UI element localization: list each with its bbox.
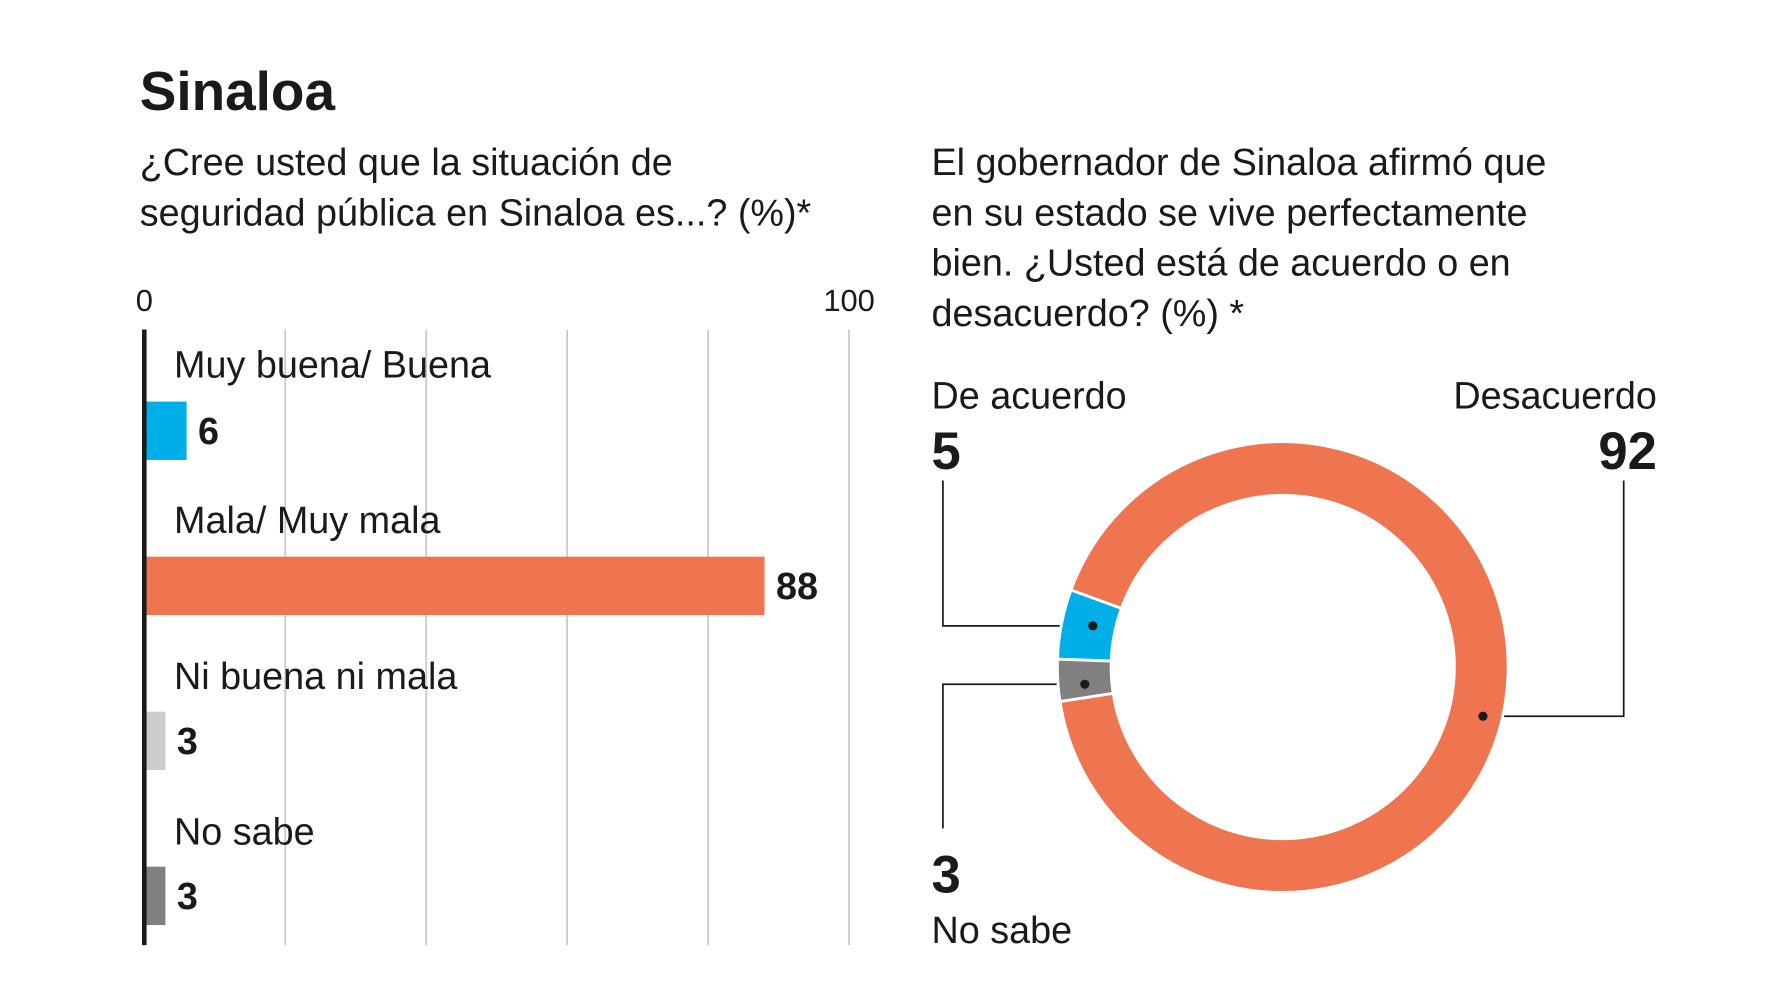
segment-label: Desacuerdo [1453,374,1657,416]
segment-label: No sabe [931,909,1072,951]
chart-title: en su estado se vive perfectamente [931,191,1527,233]
donut-segment [1058,440,1510,894]
chart-title: El gobernador de Sinaloa afirmó que [931,141,1546,183]
value-label: 3 [931,845,960,904]
bar [144,556,765,615]
page-title: Sinaloa [140,60,336,122]
segment-label: De acuerdo [931,374,1126,416]
leader-dot [1478,711,1488,721]
chart-title: bien. ¿Usted está de acuerdo o en [931,242,1510,284]
value-label: 6 [198,410,219,452]
category-label: Ni buena ni mala [174,655,457,697]
value-label: 5 [931,422,960,481]
leader-line [942,683,1085,829]
chart-title: desacuerdo? (%) * [931,292,1244,334]
category-label: No sabe [174,810,315,852]
bar [144,401,187,460]
leader-line [942,480,1093,627]
value-label: 3 [177,720,198,762]
chart-title: seguridad pública en Sinaloa es...? (%)* [140,191,812,233]
value-label: 88 [776,565,818,607]
leader-dot [1080,679,1090,689]
value-label: 3 [177,875,198,917]
bar [144,866,166,926]
leader-line [1482,480,1625,718]
category-label: Mala/ Muy mala [174,499,440,541]
x-tick-label: 100 [823,283,875,318]
leader-dot [1088,621,1098,631]
bar [144,711,166,771]
chart-title: ¿Cree usted que la situación de [140,141,673,183]
x-tick-label: 0 [136,283,153,318]
value-label: 92 [1598,422,1657,481]
category-label: Muy buena/ Buena [174,344,491,386]
